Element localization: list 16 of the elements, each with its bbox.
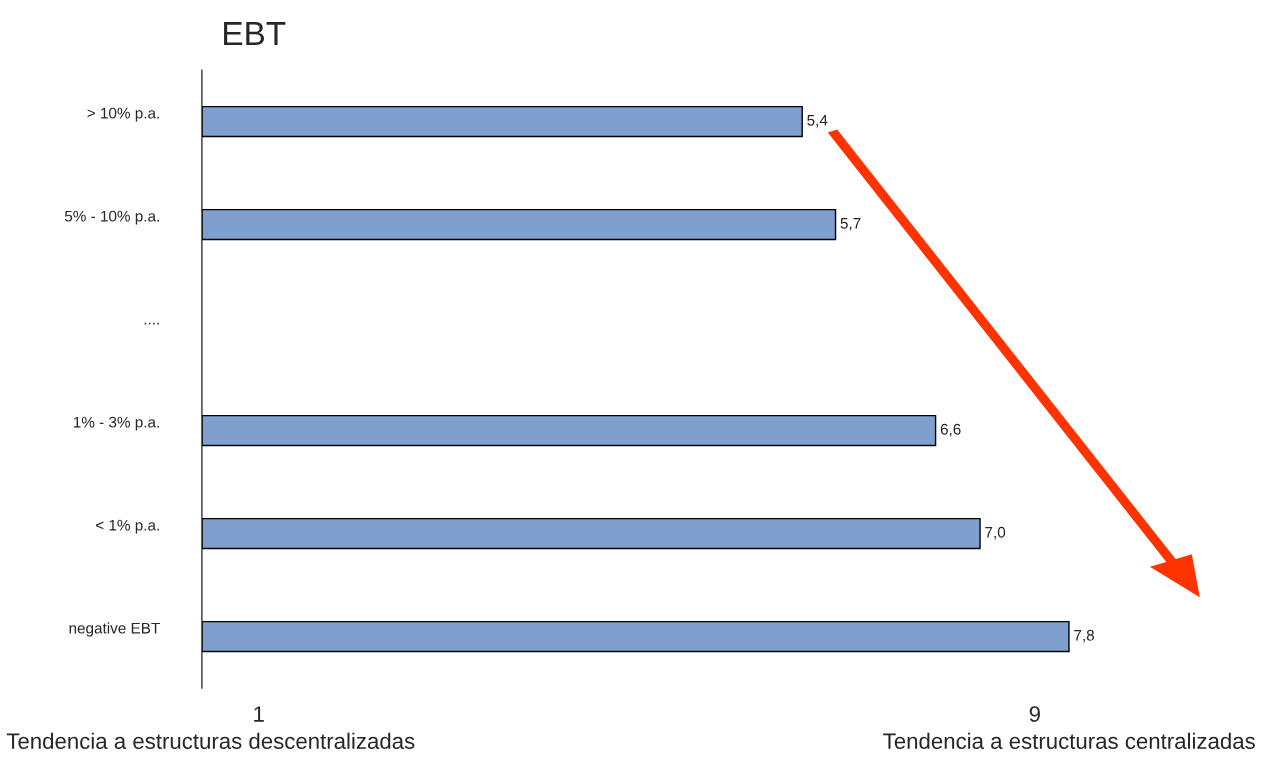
y-tick-label: negative EBT (69, 622, 160, 637)
text: Tendencia a estructuras descentralizadas (6, 732, 415, 750)
text: Tendencia a estructuras centralizadas (883, 732, 1255, 750)
y-tick-label: 5% - 10% p.a. (64, 210, 159, 225)
y-tick-label: < 1% p.a. (96, 519, 159, 534)
data-label: 6,6 (940, 423, 961, 437)
y-tick-label: .... (144, 322, 159, 325)
data-label: 5,7 (840, 218, 861, 231)
data-label: 7,0 (985, 526, 1006, 540)
chart-title: EBT (224, 22, 286, 46)
y-tick-label: > 10% p.a. (87, 107, 159, 122)
y-tick-label: 1% - 3% p.a. (73, 416, 159, 431)
data-label: 7,8 (1074, 629, 1094, 643)
text: 9 (1029, 706, 1040, 722)
data-label: 5,4 (807, 114, 828, 128)
text: 1 (254, 706, 264, 722)
